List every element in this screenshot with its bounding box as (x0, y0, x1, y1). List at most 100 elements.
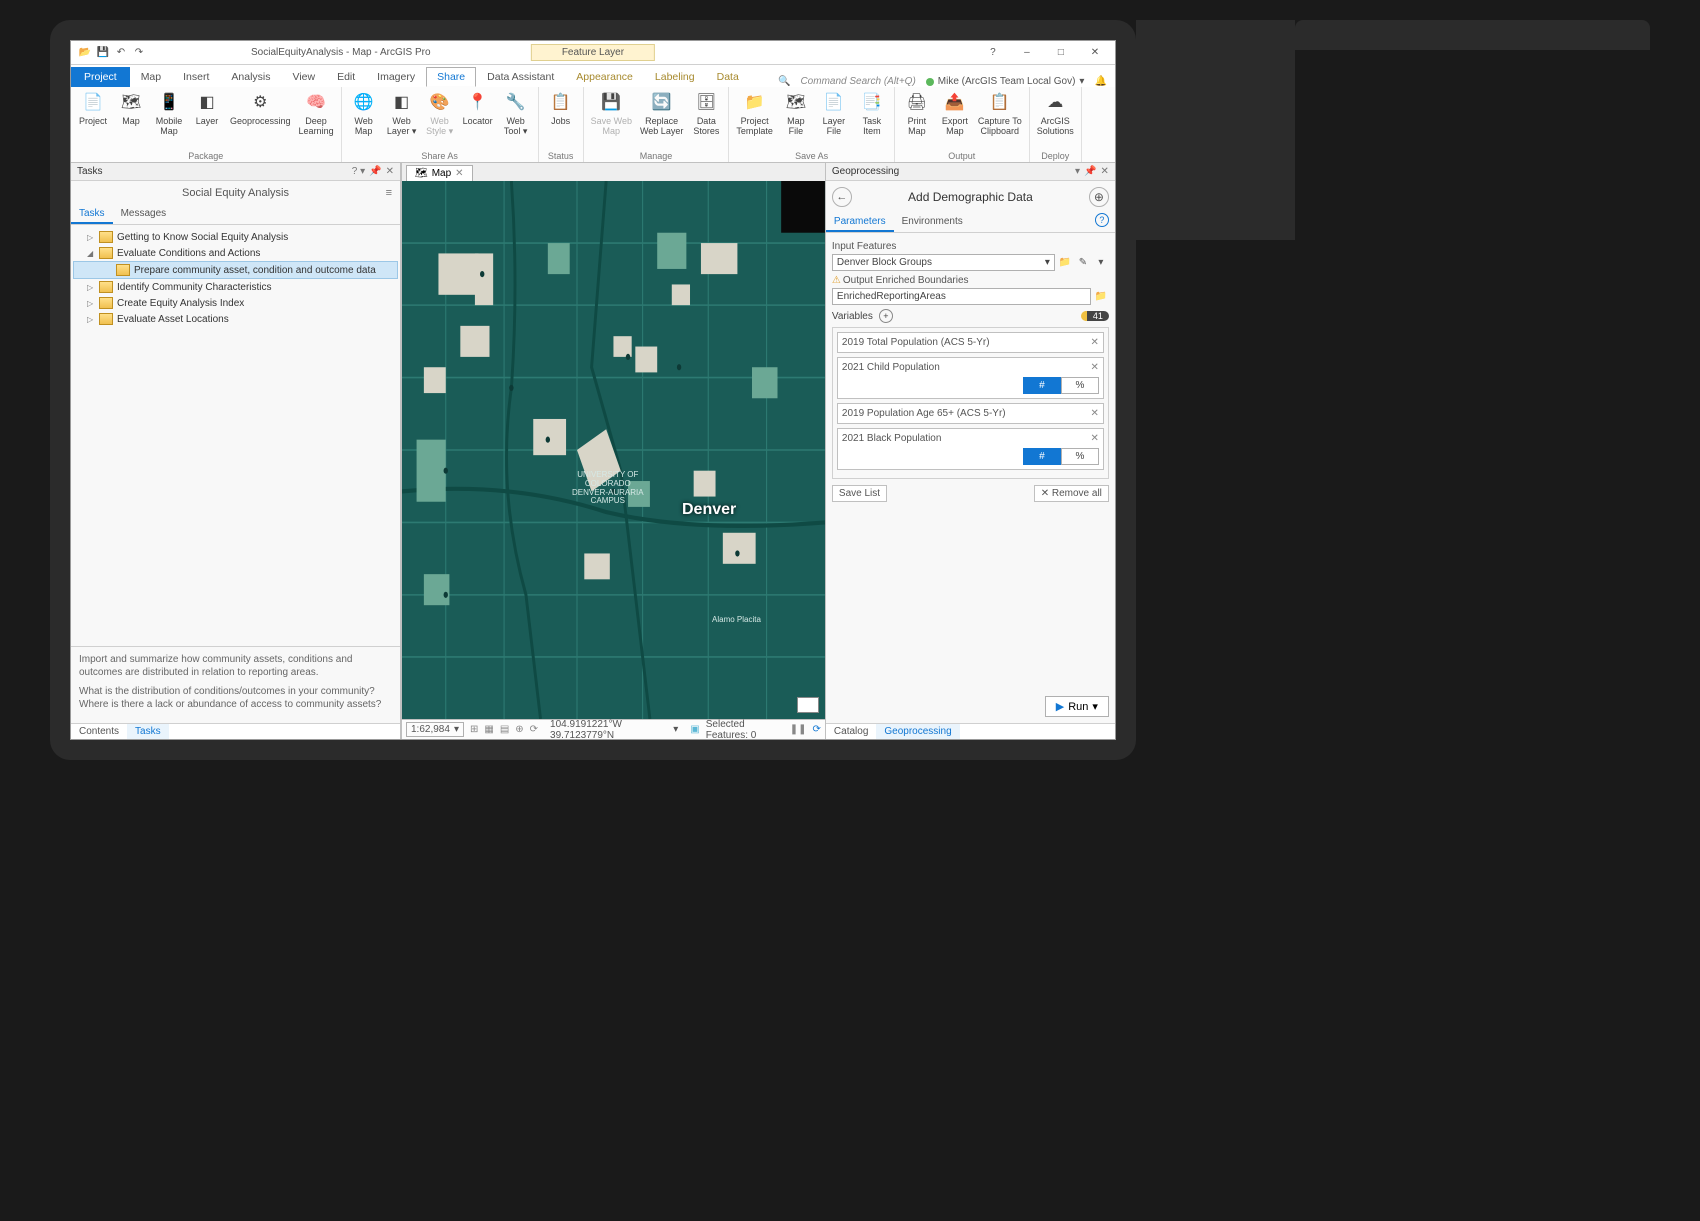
tab-data[interactable]: Data (706, 67, 750, 87)
help-button[interactable]: ? (979, 47, 1007, 58)
add-variable-button[interactable]: + (879, 309, 893, 323)
input-features-field[interactable]: Denver Block Groups ▾ (832, 254, 1055, 271)
ribbon-layer[interactable]: ◧Layer (189, 89, 225, 129)
tab-imagery[interactable]: Imagery (366, 67, 426, 87)
map-tab[interactable]: 🗺 Map ✕ (406, 165, 473, 181)
browse-icon[interactable]: 📁 (1057, 255, 1073, 271)
task-tree-item[interactable]: ▷Identify Community Characteristics (73, 279, 398, 295)
ribbon-arcgis-solutions[interactable]: ☁ArcGISSolutions (1034, 89, 1077, 139)
ribbon-jobs[interactable]: 📋Jobs (543, 89, 579, 129)
qat-undo-icon[interactable]: ↶ (113, 45, 129, 61)
tab-project[interactable]: Project (71, 67, 130, 87)
tab-insert[interactable]: Insert (172, 67, 220, 87)
dynamic-icon[interactable]: ▤ (500, 724, 509, 735)
user-menu[interactable]: Mike (ArcGIS Team Local Gov) ▾ (926, 76, 1085, 87)
ribbon-data-stores[interactable]: 🗄DataStores (688, 89, 724, 139)
panel-options-icon[interactable]: ? ▾ (352, 166, 365, 177)
panel-pin-icon[interactable]: 📌 (369, 166, 381, 177)
help-icon[interactable]: ? (1095, 213, 1109, 227)
basemap-attribution-icon[interactable] (797, 697, 819, 713)
ribbon-locator[interactable]: 📍Locator (460, 89, 496, 129)
tasks-tab-messages[interactable]: Messages (113, 205, 175, 224)
ribbon-deep-learning[interactable]: 🧠DeepLearning (296, 89, 337, 139)
ribbon-web-layer-[interactable]: ◧WebLayer ▾ (384, 89, 420, 139)
remove-variable-icon[interactable]: ✕ (1091, 362, 1099, 373)
bottom-tab-tasks[interactable]: Tasks (127, 724, 169, 739)
task-tree-item[interactable]: ▷Create Equity Analysis Index (73, 295, 398, 311)
ribbon-print-map[interactable]: 🖨PrintMap (899, 89, 935, 139)
grid-icon[interactable]: ▦ (484, 724, 493, 735)
remove-variable-icon[interactable]: ✕ (1091, 433, 1099, 444)
remove-variable-icon[interactable]: ✕ (1091, 337, 1099, 348)
tab-data-assistant[interactable]: Data Assistant (476, 67, 565, 87)
remove-variable-icon[interactable]: ✕ (1091, 408, 1099, 419)
tab-view[interactable]: View (282, 67, 327, 87)
menu-icon[interactable]: ≡ (386, 187, 392, 199)
add-button[interactable]: ⊕ (1089, 187, 1109, 207)
toggle-count[interactable]: # (1023, 448, 1061, 465)
minimize-button[interactable]: – (1013, 47, 1041, 58)
tab-edit[interactable]: Edit (326, 67, 366, 87)
command-search-hint[interactable]: Command Search (Alt+Q) (800, 76, 915, 87)
save-list-button[interactable]: Save List (832, 485, 887, 502)
ribbon-layer-file[interactable]: 📄LayerFile (816, 89, 852, 139)
toggle-percent[interactable]: % (1061, 448, 1099, 465)
map-tab-close-icon[interactable]: ✕ (455, 168, 463, 179)
tasks-tab-tasks[interactable]: Tasks (71, 205, 113, 224)
pause-icon[interactable]: ⊕ (515, 724, 523, 735)
map-view[interactable]: DenverDENVER ZOOUNIVERSITY OFCOLORADODEN… (402, 181, 825, 719)
task-tree-item[interactable]: Prepare community asset, condition and o… (73, 261, 398, 279)
chevron-down-icon[interactable]: ▾ (1093, 255, 1109, 271)
ribbon-web-tool-[interactable]: 🔧WebTool ▾ (498, 89, 534, 139)
search-icon[interactable]: 🔍 (778, 76, 790, 87)
ribbon-export-map[interactable]: 📤ExportMap (937, 89, 973, 139)
ribbon-capture-to-clipboard[interactable]: 📋Capture ToClipboard (975, 89, 1025, 139)
ribbon-project[interactable]: 📄Project (75, 89, 111, 129)
back-button[interactable]: ← (832, 187, 852, 207)
bottom-tab-contents[interactable]: Contents (71, 724, 127, 739)
ribbon-map[interactable]: 🗺Map (113, 89, 149, 129)
tab-appearance[interactable]: Appearance (565, 67, 644, 87)
bottom-tab-catalog[interactable]: Catalog (826, 724, 876, 739)
ribbon-geoprocessing[interactable]: ⚙Geoprocessing (227, 89, 294, 129)
panel-float-icon[interactable]: ▾ (1075, 166, 1080, 177)
bottom-tab-geoprocessing[interactable]: Geoprocessing (876, 724, 959, 739)
notifications-icon[interactable]: 🔔 (1094, 76, 1106, 87)
ribbon-map-file[interactable]: 🗺MapFile (778, 89, 814, 139)
pause-drawing-icon[interactable]: ❚❚ (790, 724, 807, 735)
snapping-icon[interactable]: ⊞ (470, 724, 478, 735)
tab-labeling[interactable]: Labeling (644, 67, 706, 87)
close-button[interactable]: ✕ (1081, 47, 1109, 58)
remove-all-button[interactable]: ✕ Remove all (1034, 485, 1109, 502)
gp-tab-parameters[interactable]: Parameters (826, 213, 894, 232)
ribbon-replace-web-layer[interactable]: 🔄ReplaceWeb Layer (637, 89, 686, 139)
toggle-count[interactable]: # (1023, 377, 1061, 394)
toggle-percent[interactable]: % (1061, 377, 1099, 394)
gp-tab-environments[interactable]: Environments (894, 213, 971, 232)
browse-icon[interactable]: 📁 (1093, 289, 1109, 305)
run-button[interactable]: ▶ Run ▾ (1045, 696, 1109, 717)
tab-share[interactable]: Share (426, 67, 476, 87)
qat-save-icon[interactable]: 💾 (95, 45, 111, 61)
maximize-button[interactable]: □ (1047, 47, 1075, 58)
panel-close-icon[interactable]: ✕ (386, 166, 394, 177)
panel-close-icon[interactable]: ✕ (1101, 166, 1109, 177)
task-tree-item[interactable]: ▷Getting to Know Social Equity Analysis (73, 229, 398, 245)
ribbon-mobile-map[interactable]: 📱MobileMap (151, 89, 187, 139)
qat-open-icon[interactable]: 📂 (77, 45, 93, 61)
scale-selector[interactable]: 1:62,984 ▾ (406, 722, 464, 737)
refresh-icon[interactable]: ⟳ (813, 724, 821, 735)
output-field[interactable]: EnrichedReportingAreas (832, 288, 1091, 305)
ribbon-web-map[interactable]: 🌐WebMap (346, 89, 382, 139)
tab-map[interactable]: Map (130, 67, 172, 87)
ribbon-project-template[interactable]: 📁ProjectTemplate (733, 89, 776, 139)
edit-icon[interactable]: ✎ (1075, 255, 1091, 271)
chevron-down-icon[interactable]: ▾ (673, 724, 678, 735)
task-tree-item[interactable]: ◢Evaluate Conditions and Actions (73, 245, 398, 261)
tab-analysis[interactable]: Analysis (220, 67, 281, 87)
qat-redo-icon[interactable]: ↷ (131, 45, 147, 61)
constraints-icon[interactable]: ⟳ (530, 724, 538, 735)
panel-pin-icon[interactable]: 📌 (1084, 166, 1096, 177)
task-tree-item[interactable]: ▷Evaluate Asset Locations (73, 311, 398, 327)
ribbon-task-item[interactable]: 📑TaskItem (854, 89, 890, 139)
